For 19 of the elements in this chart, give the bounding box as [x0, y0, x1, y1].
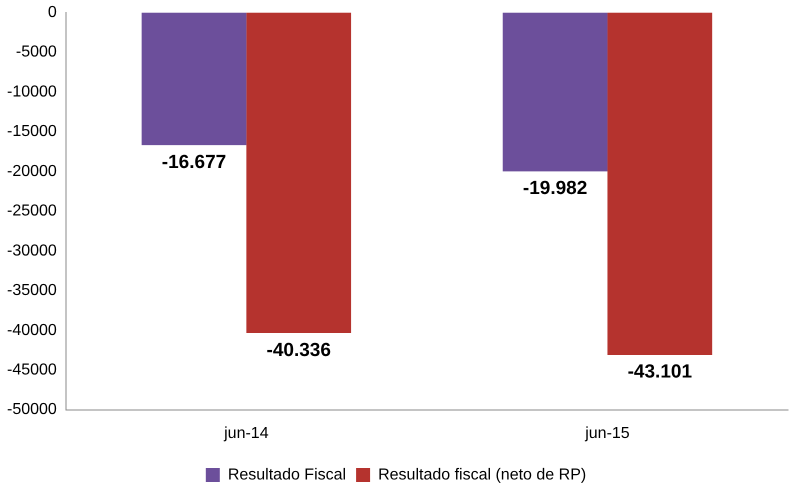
data-label: -43.101 — [628, 362, 692, 383]
y-tick-label: -40000 — [6, 322, 57, 339]
legend-label: Resultado Fiscal — [228, 466, 346, 484]
y-tick-label: -20000 — [6, 162, 57, 180]
y-tick-label: -10000 — [6, 83, 57, 100]
data-label: -16.677 — [162, 152, 226, 173]
data-label: -40.336 — [266, 340, 331, 361]
y-tick-label: -25000 — [6, 202, 57, 220]
legend-label: Resultado fiscal (neto de RP) — [378, 466, 586, 484]
y-tick-label: -50000 — [6, 401, 57, 418]
y-tick-label: -15000 — [6, 123, 57, 140]
x-tick-label: jun-14 — [223, 424, 269, 442]
y-tick-label: -45000 — [6, 361, 57, 378]
data-label: -19.982 — [522, 178, 588, 200]
y-tick-label: -35000 — [6, 282, 57, 300]
y-tick-label: -5000 — [16, 44, 57, 61]
x-tick-label: jun-15 — [584, 424, 630, 442]
y-tick-label: -30000 — [6, 242, 57, 260]
y-tick-label: 0 — [48, 4, 57, 22]
